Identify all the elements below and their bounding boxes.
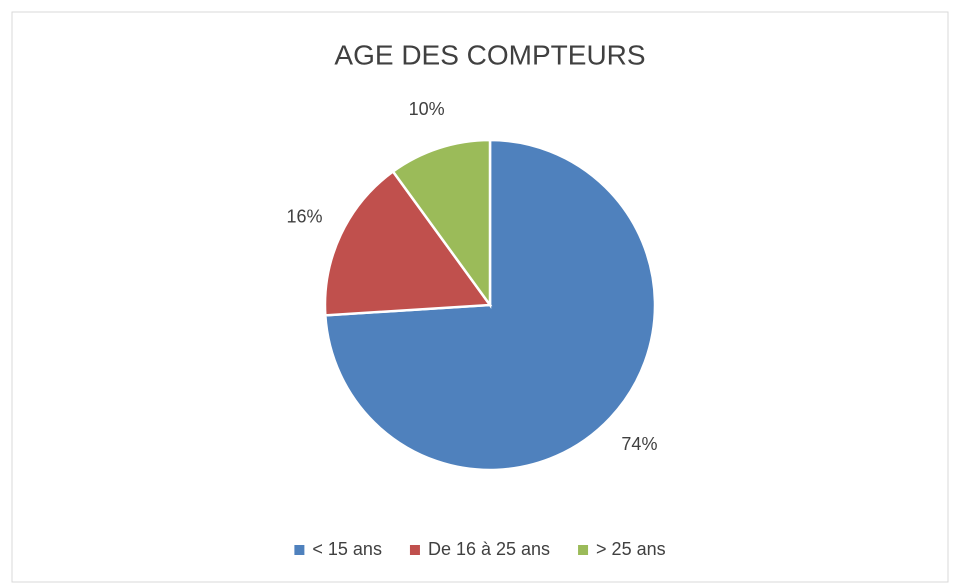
legend-label: < 15 ans [312, 539, 382, 559]
chart-title: AGE DES COMPTEURS [334, 39, 645, 70]
legend-swatch [294, 545, 305, 555]
legend-label: De 16 à 25 ans [428, 539, 550, 559]
legend-swatch [578, 545, 589, 555]
data-label: 16% [286, 206, 322, 226]
data-label: 74% [621, 434, 657, 454]
pie-slice [391, 138, 492, 309]
data-label: 10% [409, 99, 445, 119]
pie-slice [323, 169, 493, 317]
legend-label: > 25 ans [596, 539, 666, 559]
legend-swatch [409, 545, 420, 555]
